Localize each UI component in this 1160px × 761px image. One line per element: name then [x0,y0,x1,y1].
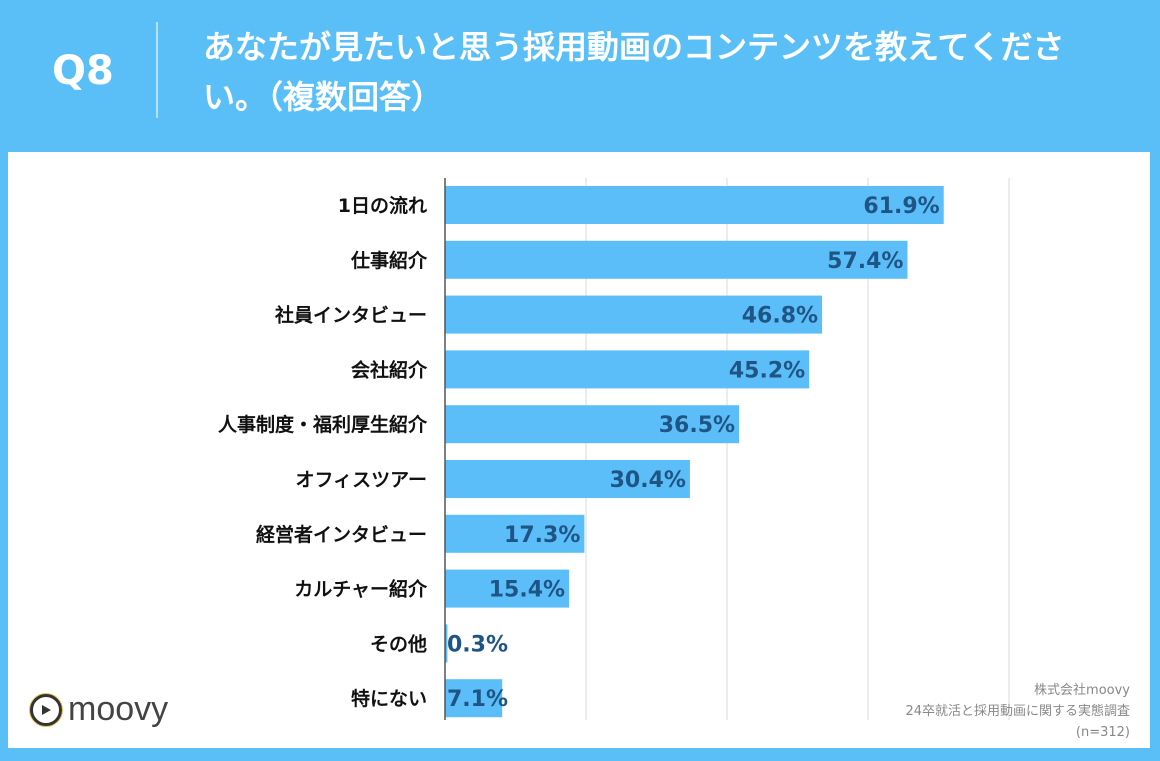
category-label: 仕事紹介 [350,249,428,272]
bar [445,405,740,444]
bar [445,514,585,553]
category-label: 特にない [351,688,427,710]
bar [445,624,448,663]
moovy-logo: moovy [30,690,168,729]
bar [445,295,823,334]
category-label: オフィスツアー [296,469,427,491]
category-label: その他 [370,632,427,655]
value-label: 36.5% [659,413,735,438]
value-label: 7.1% [447,687,508,712]
logo-text: moovy [68,690,169,728]
bar [445,240,908,279]
source-note: 株式会社moovy 24卒就活と採用動画に関する実態調査 (n=312) [905,680,1130,743]
category-label: 人事制度・福利厚生紹介 [218,413,428,436]
play-icon [30,693,62,726]
source-sample: (n=312) [1075,725,1130,740]
category-label: 会社紹介 [351,358,428,381]
category-label: 経営者インタビュー [256,523,427,546]
header-divider [156,22,158,118]
category-label: カルチャー紹介 [294,578,428,601]
value-label: 15.4% [489,578,565,603]
question-title: あなたが見たいと思う採用動画のコンテンツを教えてください。（複数回答） [203,28,1065,116]
value-label: 45.2% [729,358,805,383]
bar [445,460,690,498]
category-label: 1日の流れ [338,194,427,217]
question-number: Q8 [52,48,114,94]
bar [445,186,944,224]
value-label: 17.3% [504,523,580,548]
value-label: 0.3% [447,632,508,657]
source-survey: 24卒就活と採用動画に関する実態調査 [905,704,1130,719]
category-label: 社員インタビュー [274,304,427,327]
bar [445,350,810,389]
value-label: 57.4% [827,249,903,274]
value-label: 61.9% [863,194,939,219]
value-label: 46.8% [742,304,818,329]
bar [445,679,503,718]
source-company: 株式会社moovy [1034,683,1130,698]
value-label: 30.4% [610,468,686,493]
bar [445,569,570,608]
